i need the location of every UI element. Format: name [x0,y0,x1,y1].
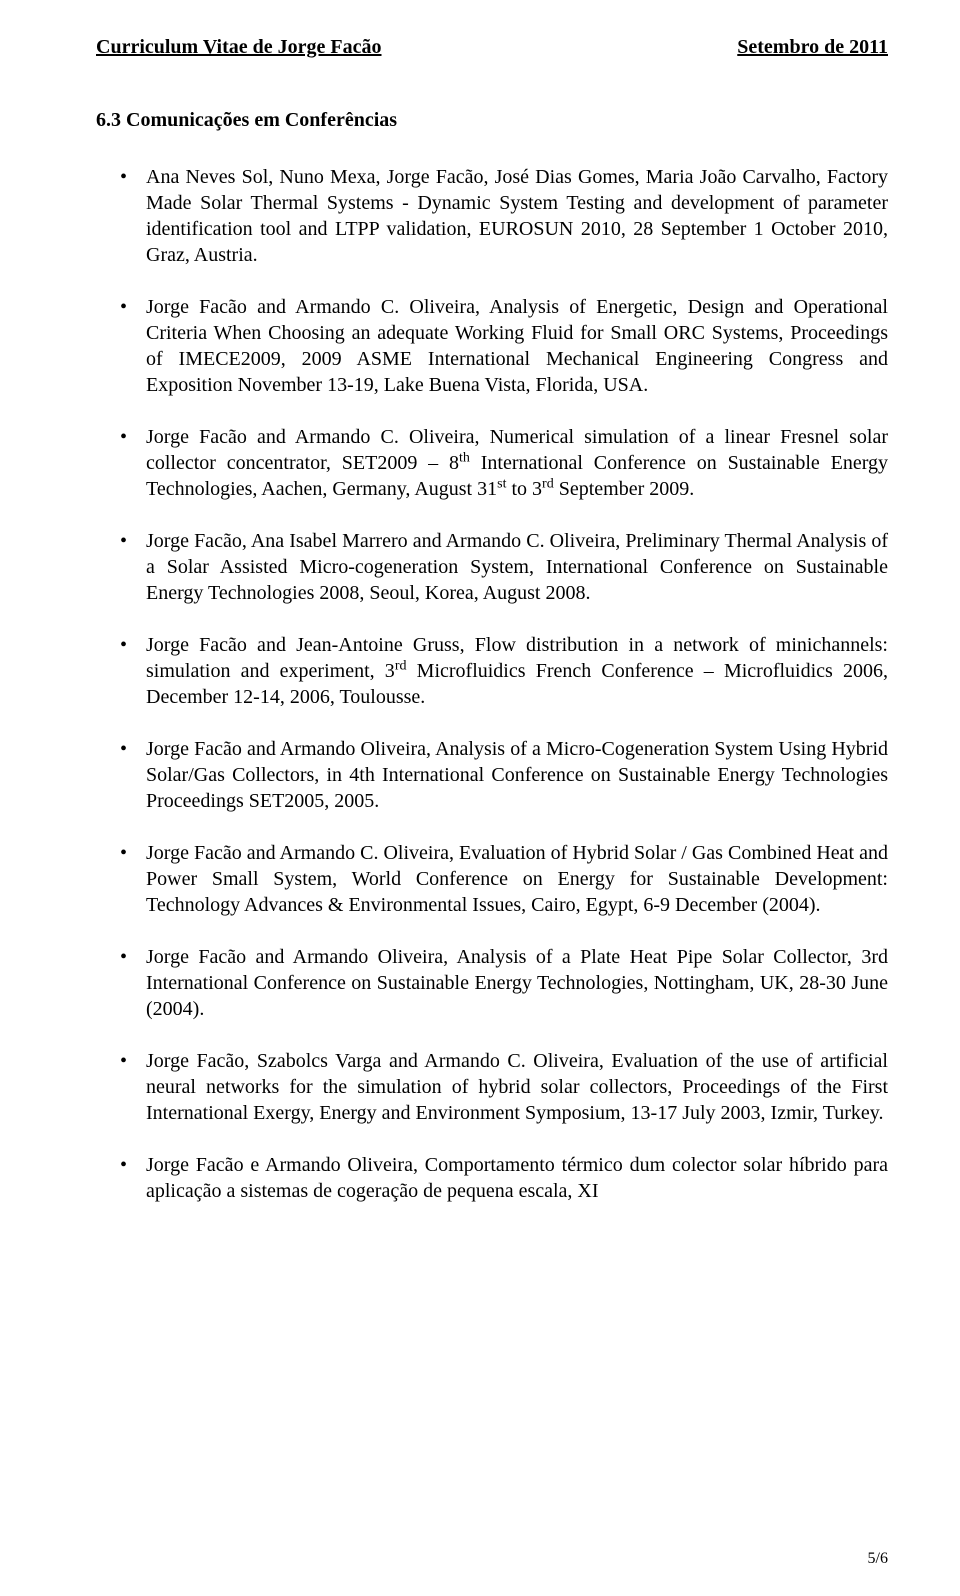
list-item: Jorge Facão and Armando C. Oliveira, Eva… [120,840,888,918]
page-number: 5/6 [868,1550,888,1568]
list-item: Jorge Facão and Armando Oliveira, Analys… [120,736,888,814]
publication-list: Ana Neves Sol, Nuno Mexa, Jorge Facão, J… [120,164,888,1204]
section-heading: 6.3 Comunicações em Conferências [96,109,888,132]
list-item: Jorge Facão, Ana Isabel Marrero and Arma… [120,528,888,606]
header-right: Setembro de 2011 [737,36,888,59]
list-item: Jorge Facão and Armando Oliveira, Analys… [120,944,888,1022]
list-item: Jorge Facão and Jean-Antoine Gruss, Flow… [120,632,888,710]
list-item: Jorge Facão e Armando Oliveira, Comporta… [120,1152,888,1204]
list-item: Jorge Facão, Szabolcs Varga and Armando … [120,1048,888,1126]
list-item: Jorge Facão and Armando C. Oliveira, Num… [120,424,888,502]
list-item: Jorge Facão and Armando C. Oliveira, Ana… [120,294,888,398]
header-left: Curriculum Vitae de Jorge Facão [96,36,382,59]
page: Curriculum Vitae de Jorge Facão Setembro… [0,0,960,1596]
page-header: Curriculum Vitae de Jorge Facão Setembro… [96,36,888,59]
list-item: Ana Neves Sol, Nuno Mexa, Jorge Facão, J… [120,164,888,268]
